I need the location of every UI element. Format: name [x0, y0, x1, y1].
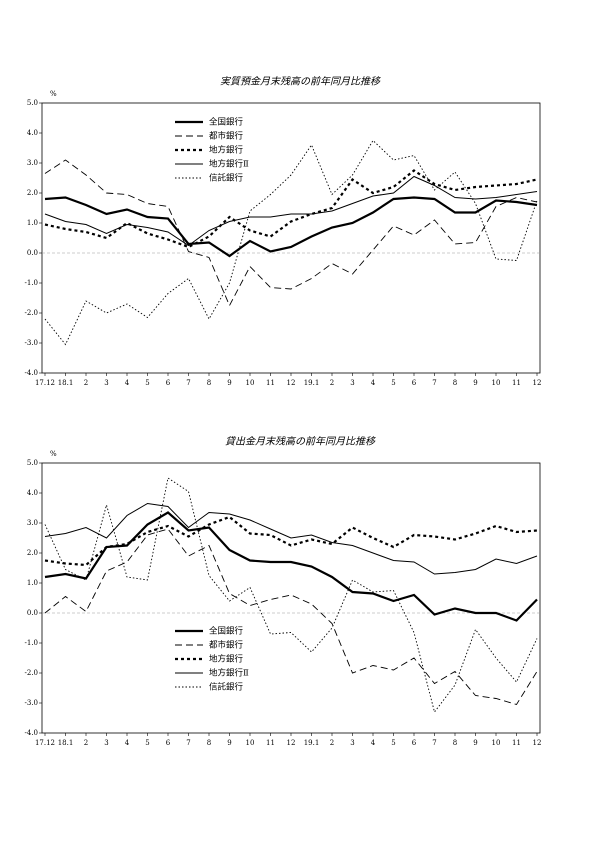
x-tick-label: 4 [371, 379, 376, 387]
y-tick-label: -2.0 [25, 669, 39, 677]
x-tick-label: 11 [512, 379, 521, 387]
y-tick-label: 4.0 [27, 489, 38, 497]
x-tick-label: 7 [186, 739, 190, 747]
plot-frame [41, 102, 541, 374]
y-tick-label: 1.0 [27, 579, 38, 587]
series-line [44, 515, 538, 567]
x-tick-label: 5 [391, 379, 395, 387]
x-tick-label: 2 [330, 379, 334, 387]
x-tick-label: 9 [473, 379, 477, 387]
x-tick-label: 2 [84, 739, 88, 747]
x-tick-label: 6 [412, 739, 417, 747]
x-tick-label: 5 [145, 739, 149, 747]
x-tick-label: 12 [533, 739, 542, 747]
x-tick-label: 12 [287, 739, 296, 747]
x-tick-label: 3 [104, 379, 108, 387]
y-tick-label: 3.0 [27, 159, 38, 167]
x-tick-label: 19.1 [304, 739, 320, 747]
x-tick-label: 6 [412, 379, 417, 387]
y-unit: % [50, 90, 57, 98]
x-tick-label: 4 [125, 379, 130, 387]
y-tick-label: 5.0 [27, 459, 38, 467]
chart-title: 実質預金月末残高の前年同月比推移 [220, 76, 381, 88]
y-tick-label: -1.0 [25, 279, 39, 287]
series-line [44, 502, 538, 575]
series-line [44, 511, 538, 622]
series-line [44, 196, 538, 258]
chart-title: 貸出金月末残高の前年同月比推移 [225, 436, 376, 448]
x-tick-label: 9 [227, 739, 231, 747]
x-tick-label: 2 [330, 739, 334, 747]
series-line [44, 139, 538, 346]
legend-label: 都市銀行 [209, 131, 244, 142]
x-tick-label: 9 [227, 379, 231, 387]
x-tick-label: 7 [186, 379, 190, 387]
series-line [44, 477, 538, 714]
x-tick-label: 3 [350, 379, 354, 387]
x-tick-label: 4 [371, 739, 376, 747]
x-tick-label: 2 [84, 379, 88, 387]
x-tick-label: 8 [207, 739, 211, 747]
y-tick-label: -3.0 [25, 699, 39, 707]
x-tick-label: 10 [492, 379, 501, 387]
x-tick-label: 9 [473, 739, 477, 747]
plot-frame [41, 462, 541, 734]
x-tick-label: 17.12 [35, 379, 55, 387]
y-unit: % [50, 450, 57, 458]
legend-label: 信託銀行 [209, 682, 244, 693]
legend-label: 地方銀行Ⅱ [209, 668, 249, 679]
x-tick-label: 8 [207, 379, 211, 387]
y-tick-label: 2.0 [27, 549, 38, 557]
x-tick-label: 6 [166, 379, 171, 387]
legend-label: 地方銀行Ⅱ [209, 159, 249, 170]
legend-label: 都市銀行 [209, 640, 244, 651]
x-tick-label: 3 [350, 739, 354, 747]
x-tick-label: 8 [453, 379, 457, 387]
y-tick-label: -2.0 [25, 309, 39, 317]
y-tick-label: 4.0 [27, 129, 38, 137]
y-tick-label: 3.0 [27, 519, 38, 527]
x-tick-label: 7 [432, 379, 436, 387]
legend-label: 信託銀行 [209, 173, 244, 184]
x-tick-label: 10 [492, 739, 501, 747]
x-tick-label: 10 [246, 379, 255, 387]
y-tick-label: 2.0 [27, 189, 38, 197]
legend-label: 全国銀行 [209, 117, 244, 128]
legend-label: 全国銀行 [209, 626, 244, 637]
legend-label: 地方銀行 [209, 145, 244, 156]
x-tick-label: 8 [453, 739, 457, 747]
x-tick-label: 5 [391, 739, 395, 747]
series-line [44, 159, 538, 307]
x-tick-label: 11 [266, 739, 275, 747]
series-line [44, 528, 538, 706]
y-tick-label: -3.0 [25, 339, 39, 347]
x-tick-label: 12 [287, 379, 296, 387]
y-tick-label: 5.0 [27, 99, 38, 107]
y-tick-label: 0.0 [27, 249, 38, 257]
x-tick-label: 6 [166, 739, 171, 747]
x-tick-label: 3 [104, 739, 108, 747]
x-tick-label: 12 [533, 379, 542, 387]
series-line [44, 175, 538, 247]
y-tick-label: 1.0 [27, 219, 38, 227]
x-tick-label: 19.1 [304, 379, 320, 387]
x-tick-label: 10 [246, 739, 255, 747]
y-tick-label: -4.0 [25, 369, 39, 377]
x-tick-label: 11 [512, 739, 521, 747]
y-tick-label: -4.0 [25, 729, 39, 737]
series-line [44, 169, 538, 249]
x-tick-label: 5 [145, 379, 149, 387]
y-tick-label: -1.0 [25, 639, 39, 647]
x-tick-label: 11 [266, 379, 275, 387]
x-tick-label: 18.1 [58, 379, 74, 387]
x-tick-label: 7 [432, 739, 436, 747]
y-tick-label: 0.0 [27, 609, 38, 617]
legend-label: 地方銀行 [209, 654, 244, 665]
x-tick-label: 17.12 [35, 739, 55, 747]
x-tick-label: 18.1 [58, 739, 74, 747]
x-tick-label: 4 [125, 739, 130, 747]
